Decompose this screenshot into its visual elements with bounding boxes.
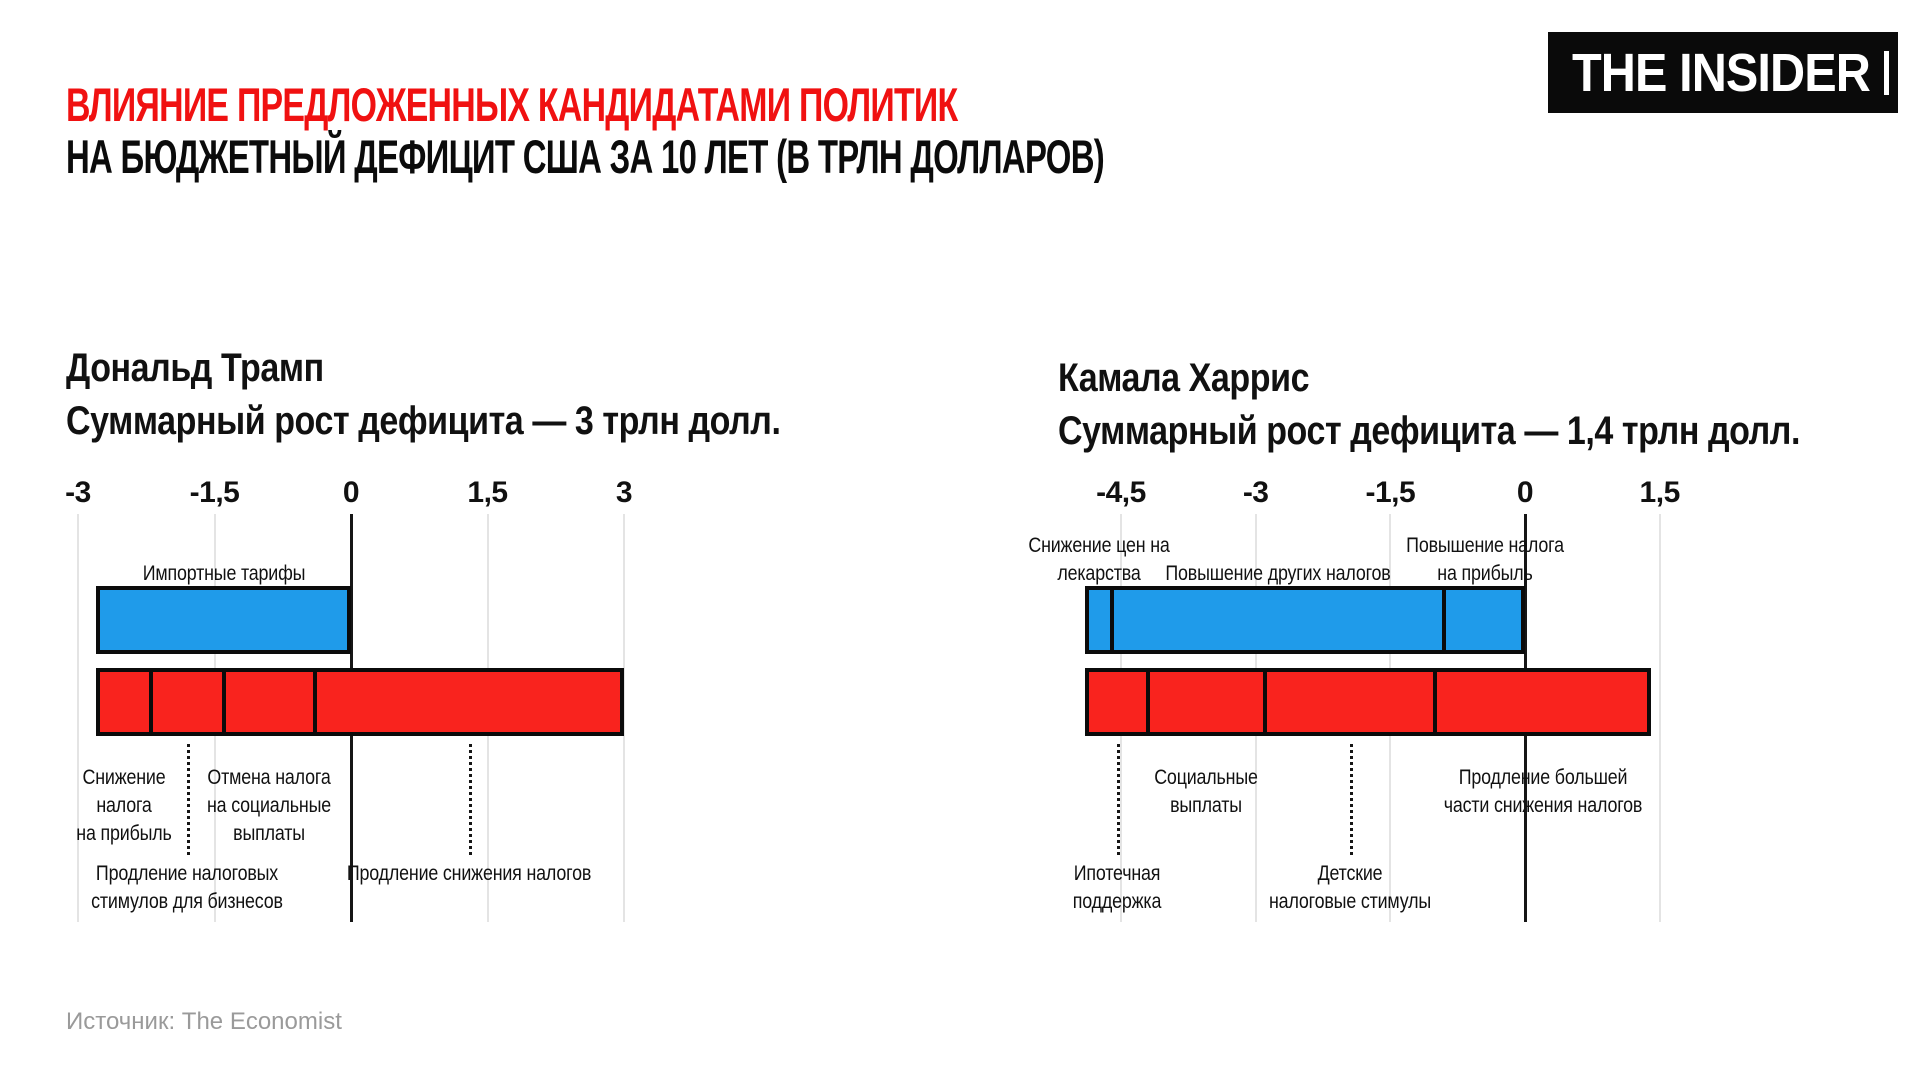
bar-segment-divider bbox=[1145, 668, 1150, 736]
segment-label: Детские налоговые стимулы bbox=[1268, 862, 1431, 913]
bar-segment-divider bbox=[1262, 668, 1267, 736]
axis-tick-label: 1,5 bbox=[1639, 476, 1681, 509]
segment-label: Снижение цен на лекарства bbox=[1027, 534, 1170, 585]
chart-header: Камала Харрис Суммарный рост дефицита — 1… bbox=[1058, 352, 1800, 458]
deficit-increasing-bar bbox=[1085, 668, 1651, 736]
chart-subtitle: Суммарный рост дефицита — 3 трлн долл. bbox=[66, 399, 781, 443]
page-title-line-2: НА БЮДЖЕТНЫЙ ДЕФИЦИТ США ЗА 10 ЛЕТ (В ТР… bbox=[66, 130, 1105, 183]
chart-header: Дональд Трамп Суммарный рост дефицита — 3… bbox=[66, 342, 781, 448]
segment-label: Повышение налога на прибыль bbox=[1405, 534, 1564, 585]
source-note: Источник: The Economist bbox=[66, 1008, 342, 1035]
segment-label: Повышение других налогов bbox=[1165, 562, 1391, 585]
label-connector bbox=[1116, 744, 1120, 855]
deficit-reducing-bar bbox=[96, 586, 351, 654]
axis-tick-label: -3 bbox=[65, 476, 91, 509]
segment-label: Ипотечная поддержка bbox=[1072, 862, 1161, 913]
segment-label: Продление большей части снижения налогов bbox=[1443, 766, 1643, 817]
axis-tick-label: 0 bbox=[342, 476, 360, 509]
segment-label: Социальные выплаты bbox=[1154, 766, 1259, 817]
bar-segment-divider bbox=[148, 668, 153, 736]
segment-label: Снижение налога на прибыль bbox=[75, 766, 172, 845]
gridline bbox=[77, 514, 79, 922]
bar-segment-divider bbox=[1110, 586, 1114, 654]
candidate-name: Дональд Трамп bbox=[66, 346, 324, 390]
axis-tick-label: -1,5 bbox=[1365, 476, 1416, 509]
axis-tick-label: -4,5 bbox=[1096, 476, 1146, 509]
label-connector bbox=[187, 744, 191, 855]
axis-tick-label: 3 bbox=[615, 476, 633, 509]
segment-label: Продление налоговых стимулов для бизнесо… bbox=[91, 862, 284, 913]
label-connector bbox=[1349, 744, 1353, 855]
segment-label: Импортные тарифы bbox=[142, 562, 305, 585]
gridline bbox=[623, 514, 625, 922]
gridline bbox=[1658, 514, 1661, 922]
axis-tick-label: -3 bbox=[1242, 476, 1269, 509]
logo-cursor-bar bbox=[1884, 51, 1889, 95]
page-title-line-1: ВЛИЯНИЕ ПРЕДЛОЖЕННЫХ КАНДИДАТАМИ ПОЛИТИК bbox=[66, 78, 958, 131]
candidate-name: Камала Харрис bbox=[1058, 356, 1310, 400]
label-connector bbox=[469, 744, 473, 855]
chart-subtitle: Суммарный рост дефицита — 1,4 трлн долл. bbox=[1058, 409, 1800, 453]
logo-text: THE INSIDER bbox=[1572, 42, 1871, 103]
segment-label: Отмена налога на социальные выплаты bbox=[207, 766, 332, 845]
axis-tick-label: 1,5 bbox=[467, 476, 508, 509]
bar-segment-divider bbox=[1433, 668, 1438, 736]
bar-segment-divider bbox=[312, 668, 317, 736]
bar-segment-divider bbox=[1442, 586, 1447, 654]
deficit-reducing-bar bbox=[1085, 586, 1525, 654]
deficit-increasing-bar bbox=[96, 668, 624, 736]
axis-tick-label: -1,5 bbox=[189, 476, 240, 509]
logo-the-insider: THE INSIDER bbox=[1548, 32, 1898, 113]
segment-label: Продление снижения налогов bbox=[347, 862, 592, 885]
axis-tick-label: 0 bbox=[1516, 476, 1534, 509]
bar-segment-divider bbox=[221, 668, 226, 736]
